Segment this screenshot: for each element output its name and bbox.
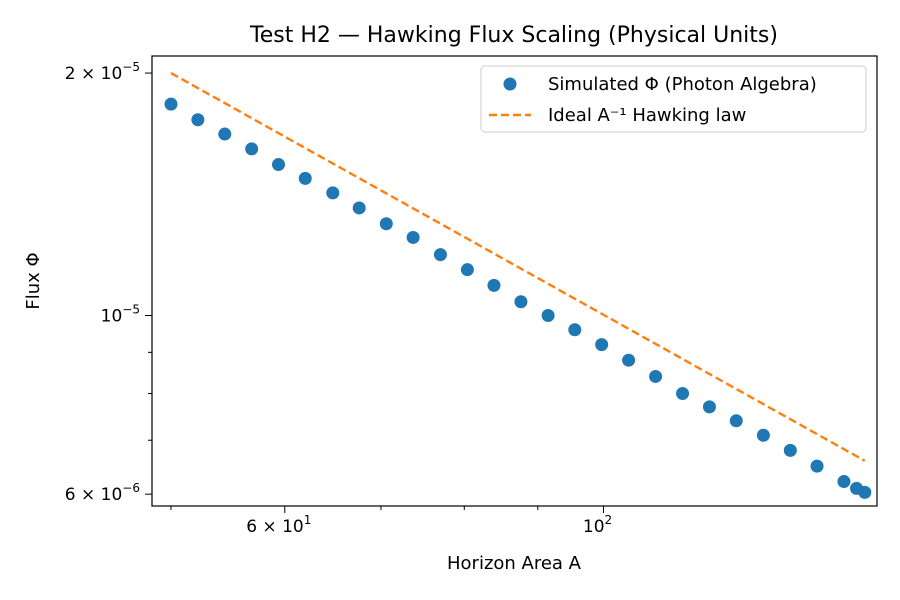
data-point: [810, 459, 824, 473]
data-point: [191, 113, 205, 127]
y-axis: 2 × 10−5 10−5 6 × 10−6: [65, 60, 152, 505]
legend-box: [480, 65, 867, 133]
y-tick-label: 10−5: [101, 302, 140, 326]
data-point: [756, 428, 770, 442]
data-point: [218, 127, 232, 141]
y-tick-label: 6 × 10−6: [65, 481, 140, 505]
data-point: [837, 475, 851, 489]
data-point: [433, 248, 447, 262]
legend: Simulated Φ (Photon Algebra) Ideal A⁻¹ H…: [480, 65, 867, 133]
data-point: [406, 230, 420, 244]
data-point: [298, 171, 312, 185]
data-point: [858, 485, 872, 499]
data-point: [783, 443, 797, 457]
plot-area: [164, 72, 872, 499]
legend-label-ideal: Ideal A⁻¹ Hawking law: [548, 105, 746, 126]
x-axis-label: Horizon Area A: [447, 553, 582, 574]
axes-frame: [151, 55, 878, 507]
y-tick-label: 2 × 10−5: [65, 60, 140, 84]
x-tick-label: 102: [583, 513, 612, 537]
legend-label-simulated: Simulated Φ (Photon Algebra): [548, 74, 817, 95]
data-point: [460, 263, 474, 277]
x-tick-label: 6 × 101: [246, 513, 311, 537]
data-point: [245, 142, 259, 156]
legend-marker-simulated: [503, 77, 517, 91]
data-point: [729, 414, 743, 428]
x-axis: 6 × 101 102: [170, 506, 612, 537]
data-point: [326, 186, 340, 200]
data-point: [487, 278, 501, 292]
chart-title: Test H2 — Hawking Flux Scaling (Physical…: [249, 23, 778, 48]
data-point: [514, 295, 528, 309]
data-point: [595, 338, 609, 352]
y-axis-label: Flux Φ: [23, 252, 44, 309]
data-point: [352, 201, 366, 215]
data-point: [379, 217, 393, 231]
data-point: [272, 157, 285, 171]
data-point: [649, 369, 663, 383]
data-point: [622, 353, 636, 367]
data-point: [676, 387, 690, 401]
series-line-ideal: [170, 72, 866, 462]
data-point: [568, 323, 582, 337]
data-point: [541, 308, 555, 322]
data-point: [164, 97, 178, 111]
data-point: [702, 400, 716, 414]
